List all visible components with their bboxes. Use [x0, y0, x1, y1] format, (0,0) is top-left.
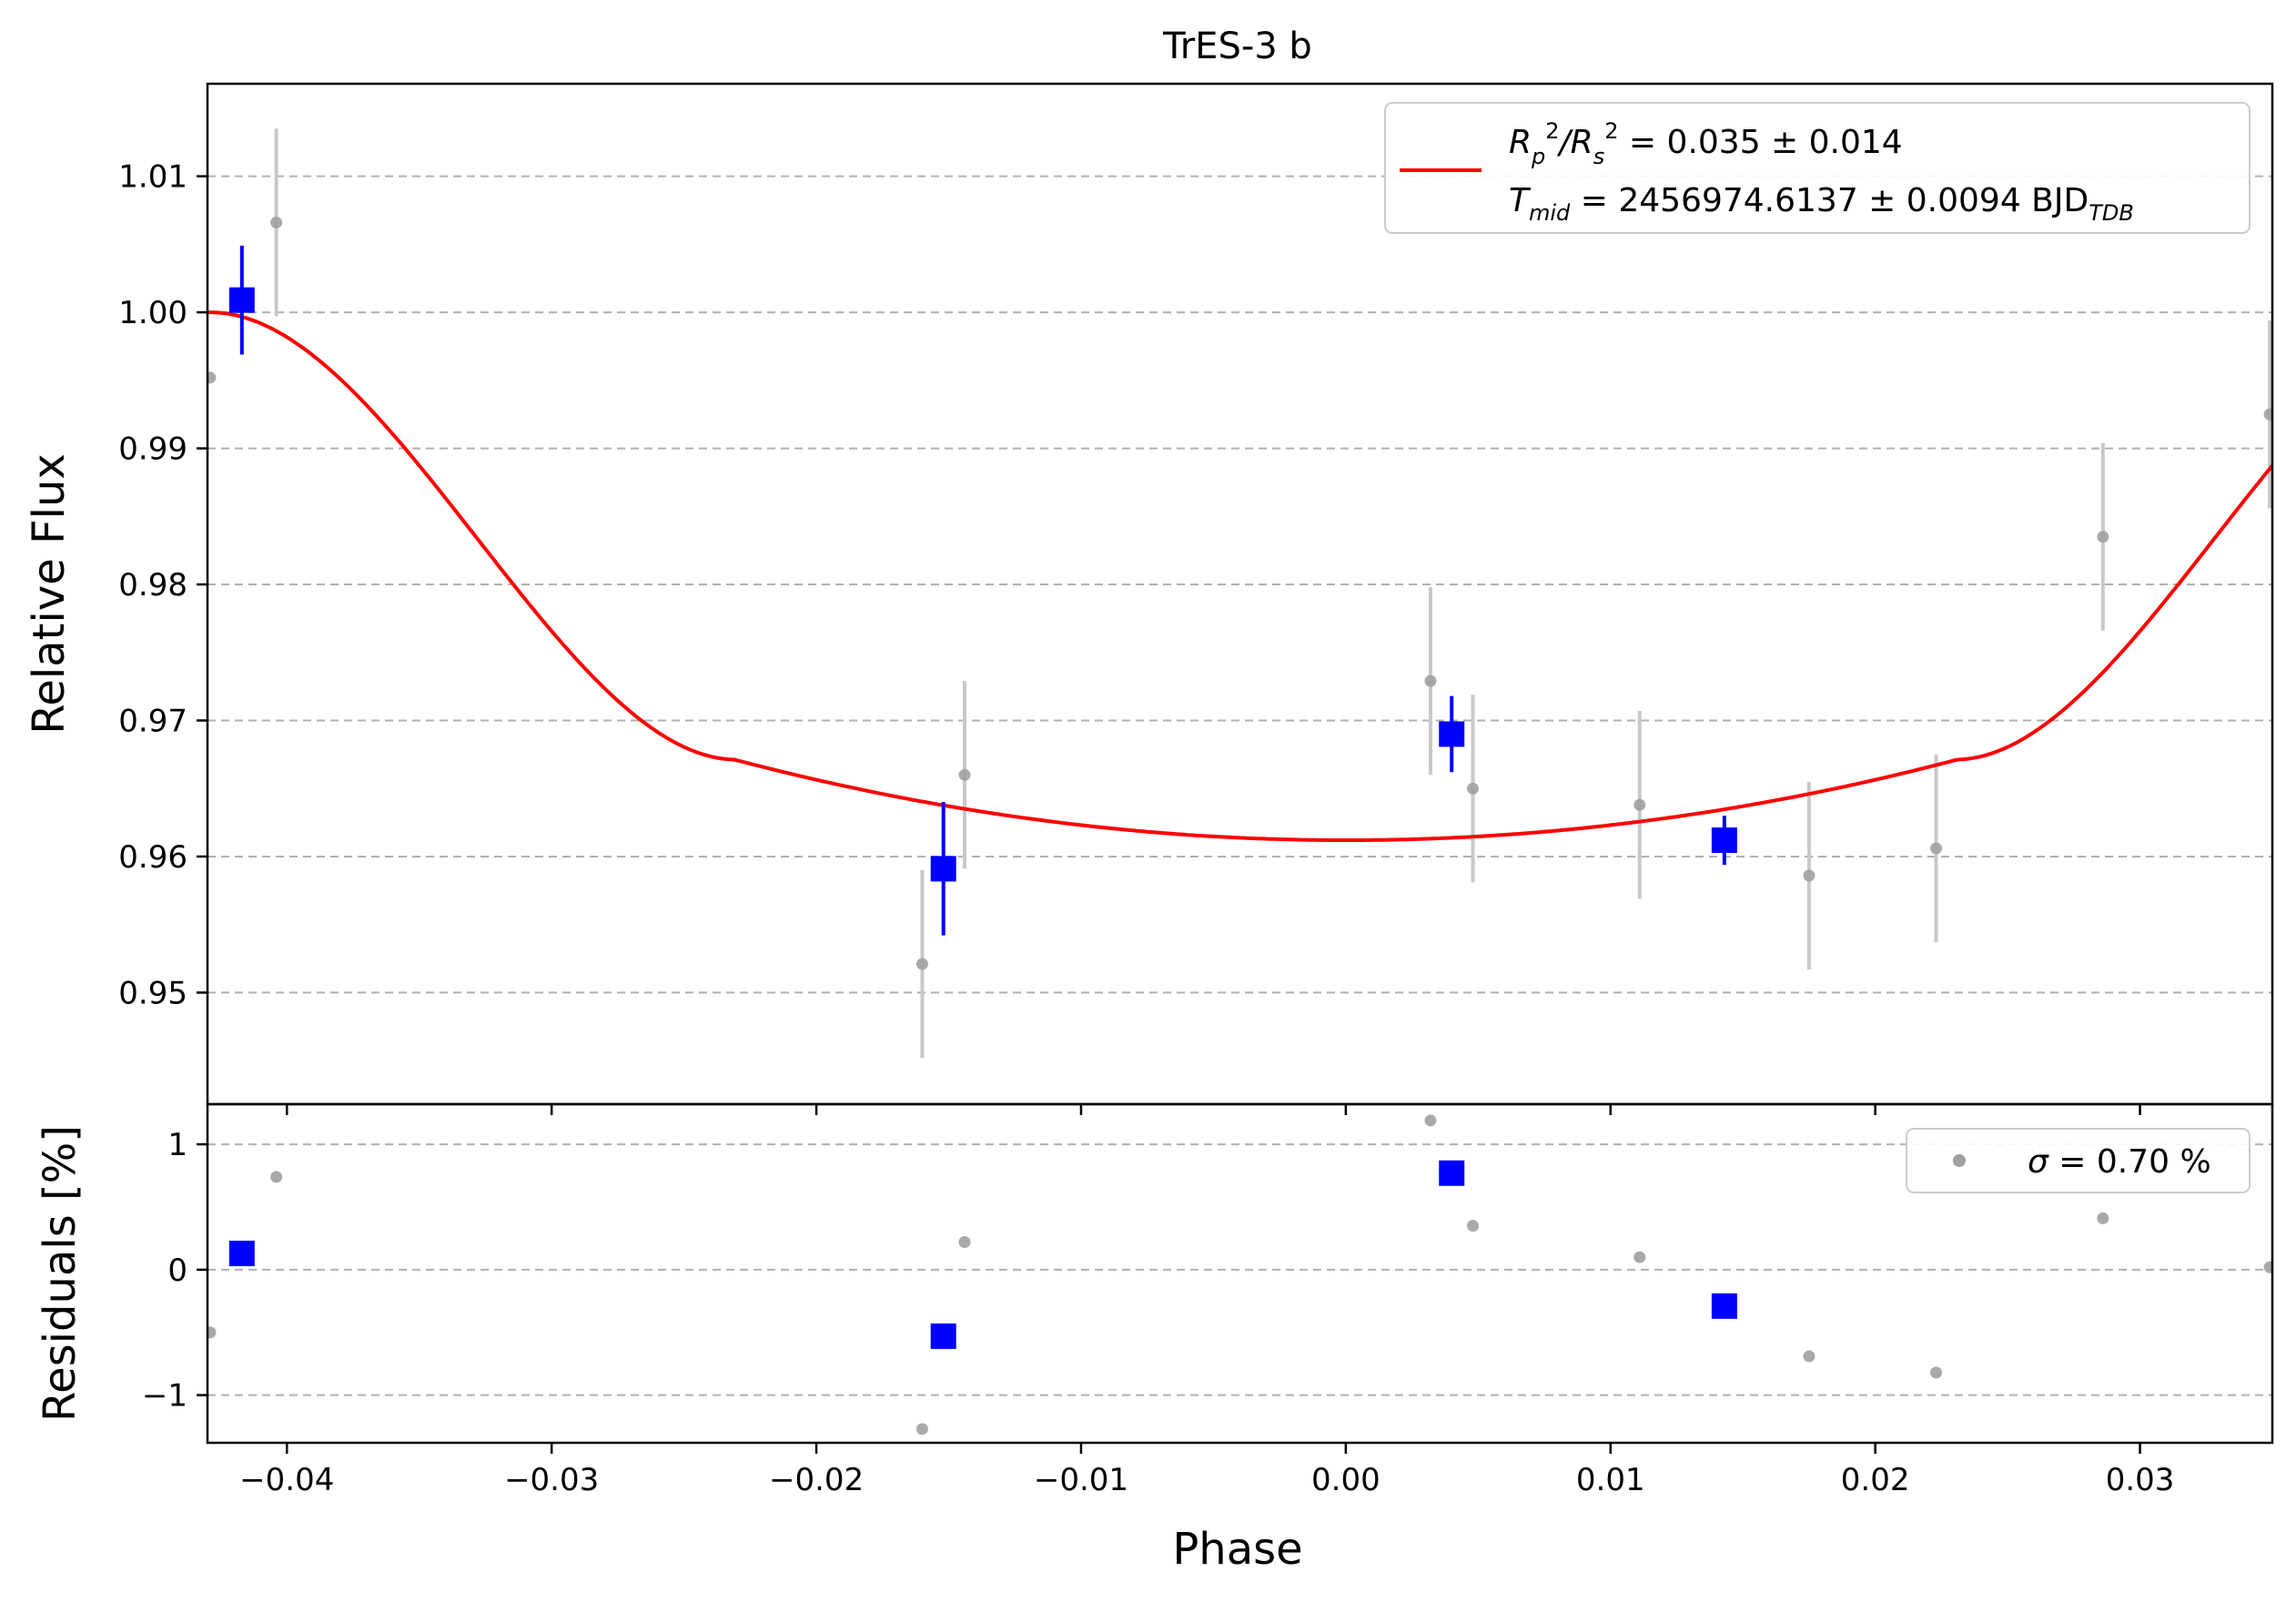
residuals-raw-points: [207, 1114, 2272, 1436]
x-tick-label: −0.02: [769, 1462, 864, 1498]
residuals-y-tick-label: 0: [167, 1253, 187, 1289]
legend-tdb-subscript: TDB: [2089, 200, 2134, 226]
flux-y-tick-label: 1.01: [118, 159, 187, 196]
residuals-axes-frame: [206, 1102, 2274, 1445]
legend-rp-superscript: 2: [1545, 118, 1559, 144]
flux-binned-point: [930, 856, 956, 882]
residuals-x-ticks: −0.04 −0.03 −0.02 −0.01 0.00 0.01 0.02 0.03: [239, 1443, 2174, 1498]
flux-raw-point: [270, 216, 283, 228]
x-tick-label: −0.03: [504, 1462, 599, 1498]
residual-raw-point: [2097, 1212, 2109, 1224]
residual-raw-point: [1633, 1251, 1646, 1263]
flux-y-tick-label: 0.95: [118, 975, 187, 1011]
x-tick-label: 0.00: [1311, 1462, 1381, 1498]
flux-binned-points: [228, 287, 1737, 882]
legend-rp-subscript: p: [1531, 144, 1545, 169]
legend-rp-symbol: R: [1509, 124, 1532, 161]
legend-raw-marker: [1953, 1154, 1966, 1167]
flux-raw-point: [958, 768, 971, 781]
flux-y-tick-label: 1.00: [118, 295, 187, 331]
legend-rs-subscript: s: [1593, 144, 1605, 169]
residual-raw-point: [915, 1423, 928, 1436]
flux-raw-points: [207, 216, 2272, 970]
flux-raw-point: [1803, 869, 1816, 882]
flux-legend-box: [1384, 102, 2250, 234]
flux-raw-point: [915, 958, 928, 970]
x-tick-label: 0.02: [1841, 1462, 1910, 1498]
flux-y-tick-label: 0.98: [118, 567, 187, 604]
legend-line-2: Tmid = 2456974.6137 ± 0.0094 BJDTDB: [1509, 182, 2134, 226]
residuals-y-tick-label: −1: [142, 1378, 187, 1415]
residual-raw-point: [1466, 1220, 1479, 1233]
flux-panel: 0.950.960.970.980.991.001.01 Rp2/Rs2 = 0…: [24, 82, 2274, 1115]
residuals-y-axis-label: Residuals [%]: [35, 1125, 86, 1422]
flux-y-tick-label: 0.99: [118, 431, 187, 468]
flux-legend: Rp2/Rs2 = 0.035 ± 0.014 Tmid = 2456974.6…: [1384, 102, 2250, 234]
residuals-panel: −1 0 1 −0.04 −0.03 −0.02 −0.01 0.00 0.01 0.02 0.0…: [35, 1102, 2274, 1575]
flux-raw-point: [2263, 408, 2272, 421]
residual-raw-point: [1803, 1350, 1816, 1363]
legend-rs-superscript: 2: [1604, 118, 1618, 144]
legend-depth-value: = 0.035 ± 0.014: [1618, 124, 1902, 161]
residual-raw-point: [1424, 1114, 1437, 1127]
flux-raw-point: [2097, 531, 2109, 543]
chart-title: TrES-3 b: [1162, 25, 1312, 67]
residuals-binned-points: [228, 1160, 1737, 1349]
legend-line-1: Rp2/Rs2 = 0.035 ± 0.014: [1509, 118, 1903, 169]
residual-raw-point: [2263, 1261, 2272, 1273]
residual-raw-point: [1930, 1366, 1943, 1379]
x-axis-label: Phase: [1172, 1524, 1302, 1575]
flux-raw-point: [1930, 842, 1943, 855]
residual-raw-point: [207, 1326, 217, 1339]
residual-raw-point: [958, 1236, 971, 1249]
x-tick-label: −0.01: [1034, 1462, 1128, 1498]
legend-rs-symbol: /R: [1557, 124, 1593, 161]
residuals-legend: σ = 0.70 %: [1906, 1128, 2250, 1193]
residual-binned-point: [930, 1323, 956, 1349]
flux-y-axis-label: Relative Flux: [24, 453, 75, 735]
flux-y-tick-label: 0.97: [118, 704, 187, 740]
x-tick-label: 0.03: [2106, 1462, 2175, 1498]
flux-binned-point: [1711, 827, 1737, 854]
flux-x-ticks: [286, 1104, 2141, 1115]
residual-binned-point: [1439, 1160, 1465, 1186]
flux-binned-point: [228, 287, 255, 313]
x-tick-label: 0.01: [1576, 1462, 1645, 1498]
flux-raw-point: [1633, 798, 1646, 811]
legend-tmid-value: = 2456974.6137 ± 0.0094 BJD: [1570, 182, 2089, 219]
residual-binned-point: [228, 1240, 255, 1266]
legend-sigma-text: σ = 0.70 %: [2028, 1143, 2211, 1181]
flux-raw-point: [1424, 675, 1437, 687]
residuals-y-tick-label: 1: [167, 1127, 187, 1163]
residual-binned-point: [1711, 1293, 1737, 1319]
x-tick-label: −0.04: [239, 1462, 334, 1498]
legend-t-symbol: T: [1509, 182, 1532, 219]
legend-t-subscript: mid: [1529, 200, 1571, 226]
flux-y-tick-label: 0.96: [118, 839, 187, 876]
residuals-y-ticks: −1 0 1: [142, 1127, 207, 1415]
transit-model-curve: [207, 310, 2272, 842]
flux-y-ticks: 0.95 0.96 0.97 0.98 0.99 1.00 1.01: [118, 159, 207, 1011]
residual-raw-point: [270, 1171, 283, 1183]
flux-binned-point: [1439, 721, 1465, 747]
flux-raw-point: [1466, 782, 1479, 795]
residuals-legend-box: [1906, 1128, 2250, 1193]
flux-raw-point: [207, 371, 217, 384]
legend-sigma-value: = 0.70 %: [2048, 1143, 2211, 1181]
legend-sigma-symbol: σ: [2028, 1143, 2049, 1181]
